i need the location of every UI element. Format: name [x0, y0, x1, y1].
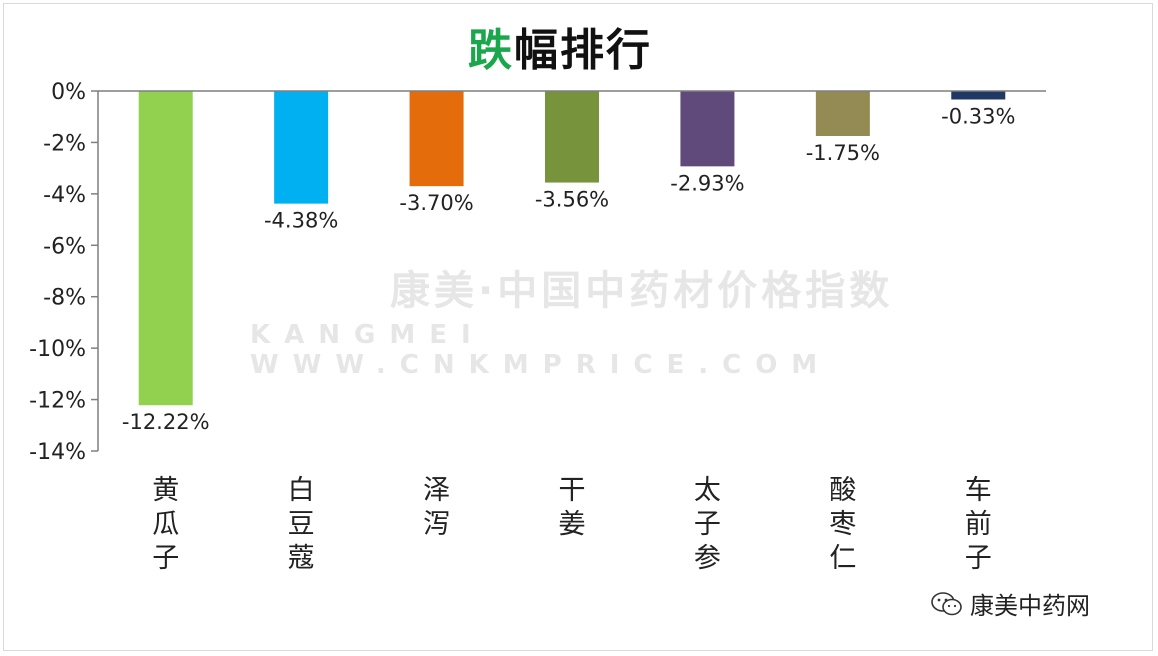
bar [138, 91, 193, 406]
category-label: 黄瓜子 [152, 475, 179, 574]
bar [680, 91, 735, 167]
category-label: 泽泻 [423, 475, 450, 540]
category-label: 酸枣仁 [829, 475, 856, 574]
chart-title-rest: 幅排行 [514, 25, 652, 76]
credit-text: 康美中药网 [970, 592, 1090, 620]
chart-title: 跌幅排行 [0, 14, 1120, 78]
data-label: -12.22% [122, 410, 210, 434]
chart-frame [3, 3, 1153, 651]
category-label: 太子参 [694, 475, 721, 574]
data-label: -1.75% [806, 141, 880, 165]
y-tick-label: -10% [29, 337, 86, 362]
category-label: 车前子 [965, 475, 992, 574]
bar [409, 91, 464, 187]
y-tick-label: -12% [29, 389, 86, 414]
y-tick-label: -14% [29, 440, 86, 465]
bar [545, 91, 599, 183]
bar [274, 91, 329, 204]
category-label: 白豆蔻 [288, 475, 315, 574]
credit: 康美中药网 [930, 586, 1090, 621]
bar [951, 91, 1006, 100]
category-label: 干姜 [559, 475, 586, 540]
y-tick-label: -6% [43, 234, 86, 259]
chart-title-accent: 跌 [468, 25, 514, 76]
data-label: -2.93% [670, 171, 744, 195]
data-label: -3.56% [535, 188, 609, 212]
y-tick-label: 0% [51, 80, 86, 105]
data-label: -0.33% [941, 104, 1015, 128]
y-tick-label: -2% [43, 131, 86, 156]
wechat-icon [931, 591, 962, 615]
bar [815, 91, 870, 136]
y-tick-label: -8% [43, 286, 86, 311]
data-label: -4.38% [264, 209, 338, 233]
data-label: -3.70% [399, 191, 473, 215]
y-tick-label: -4% [43, 183, 86, 208]
